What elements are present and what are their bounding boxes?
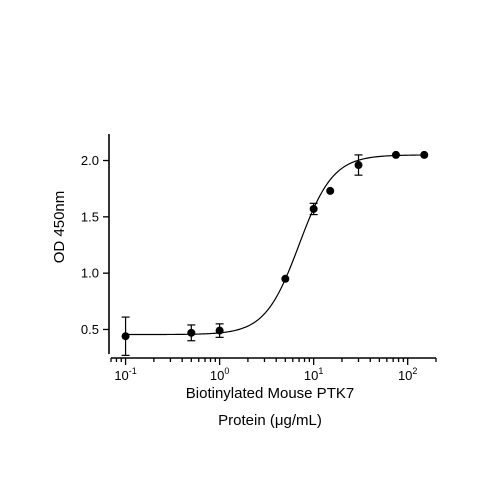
- data-point: [326, 186, 335, 195]
- x-tick-exponent: 2: [412, 366, 417, 376]
- x-tick-exponent: 1: [318, 366, 323, 376]
- data-point: [187, 328, 196, 337]
- fit-curve: [125, 154, 425, 336]
- data-points: [121, 150, 429, 341]
- x-tick-exponent: -1: [129, 366, 137, 376]
- y-axis: 0.5 1.0 1.5 2.0: [81, 134, 110, 354]
- y-ticks: 0.5 1.0 1.5 2.0: [81, 153, 109, 337]
- x-axis-label-line-2: Protein (μg/mL): [218, 412, 322, 429]
- y-axis-label: OD 450nm: [51, 191, 68, 264]
- x-tick-base: 10: [304, 368, 318, 383]
- x-axis: 10-1 100 101 102: [110, 357, 437, 383]
- y-tick-label: 2.0: [81, 153, 99, 168]
- x-tick-base: 10: [398, 368, 412, 383]
- x-axis-label-line-1: Biotinylated Mouse PTK7: [186, 385, 354, 402]
- x-tick-base: 10: [114, 368, 128, 383]
- data-point: [281, 274, 290, 283]
- data-point: [215, 326, 224, 335]
- y-tick-label: 1.0: [81, 266, 99, 281]
- plot-area: [121, 150, 429, 356]
- x-ticks: 10-1 100 101 102: [110, 358, 437, 383]
- data-point: [391, 150, 400, 159]
- y-tick-label: 1.5: [81, 209, 99, 224]
- data-point: [121, 332, 130, 341]
- y-tick-label: 0.5: [81, 322, 99, 337]
- data-point: [354, 161, 363, 170]
- x-tick-label: 101: [304, 366, 323, 383]
- data-point: [309, 204, 318, 213]
- x-tick-label: 100: [210, 366, 229, 383]
- data-point: [420, 150, 429, 159]
- x-tick-label: 102: [398, 366, 417, 383]
- x-tick-exponent: 0: [224, 366, 229, 376]
- x-tick-base: 10: [210, 368, 224, 383]
- x-tick-label: 10-1: [114, 366, 136, 383]
